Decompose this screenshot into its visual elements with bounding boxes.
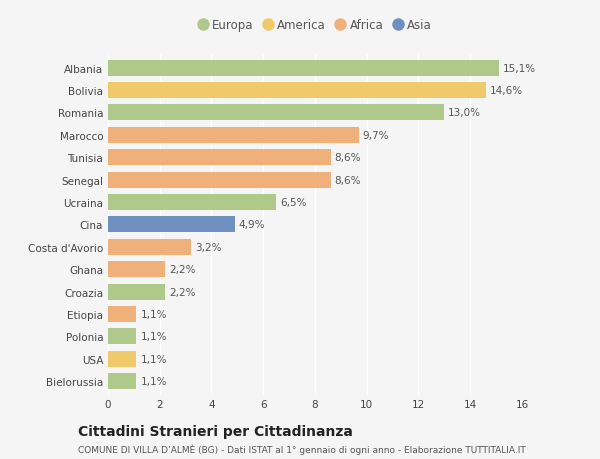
Text: 14,6%: 14,6% — [490, 86, 523, 96]
Text: 1,1%: 1,1% — [140, 354, 167, 364]
Bar — [108, 105, 445, 121]
Bar — [108, 128, 359, 144]
Bar — [108, 83, 486, 99]
Text: 8,6%: 8,6% — [334, 175, 361, 185]
Bar — [108, 329, 136, 345]
Text: COMUNE DI VILLA D’ALMÈ (BG) - Dati ISTAT al 1° gennaio di ogni anno - Elaborazio: COMUNE DI VILLA D’ALMÈ (BG) - Dati ISTAT… — [78, 444, 526, 454]
Text: 2,2%: 2,2% — [169, 287, 196, 297]
Bar — [108, 351, 136, 367]
Bar — [108, 150, 331, 166]
Text: 4,9%: 4,9% — [239, 220, 265, 230]
Text: 13,0%: 13,0% — [448, 108, 481, 118]
Text: 15,1%: 15,1% — [503, 63, 536, 73]
Text: 1,1%: 1,1% — [140, 309, 167, 319]
Text: 1,1%: 1,1% — [140, 332, 167, 341]
Bar — [108, 195, 276, 211]
Bar — [108, 239, 191, 255]
Bar — [108, 172, 331, 188]
Legend: Europa, America, Africa, Asia: Europa, America, Africa, Asia — [196, 17, 434, 34]
Text: Cittadini Stranieri per Cittadinanza: Cittadini Stranieri per Cittadinanza — [78, 425, 353, 438]
Text: 9,7%: 9,7% — [363, 130, 389, 140]
Bar — [108, 61, 499, 77]
Bar — [108, 217, 235, 233]
Bar — [108, 373, 136, 389]
Text: 6,5%: 6,5% — [280, 197, 307, 207]
Text: 1,1%: 1,1% — [140, 376, 167, 386]
Text: 8,6%: 8,6% — [334, 153, 361, 163]
Text: 2,2%: 2,2% — [169, 264, 196, 274]
Bar — [108, 284, 165, 300]
Bar — [108, 306, 136, 322]
Text: 3,2%: 3,2% — [194, 242, 221, 252]
Bar — [108, 262, 165, 278]
